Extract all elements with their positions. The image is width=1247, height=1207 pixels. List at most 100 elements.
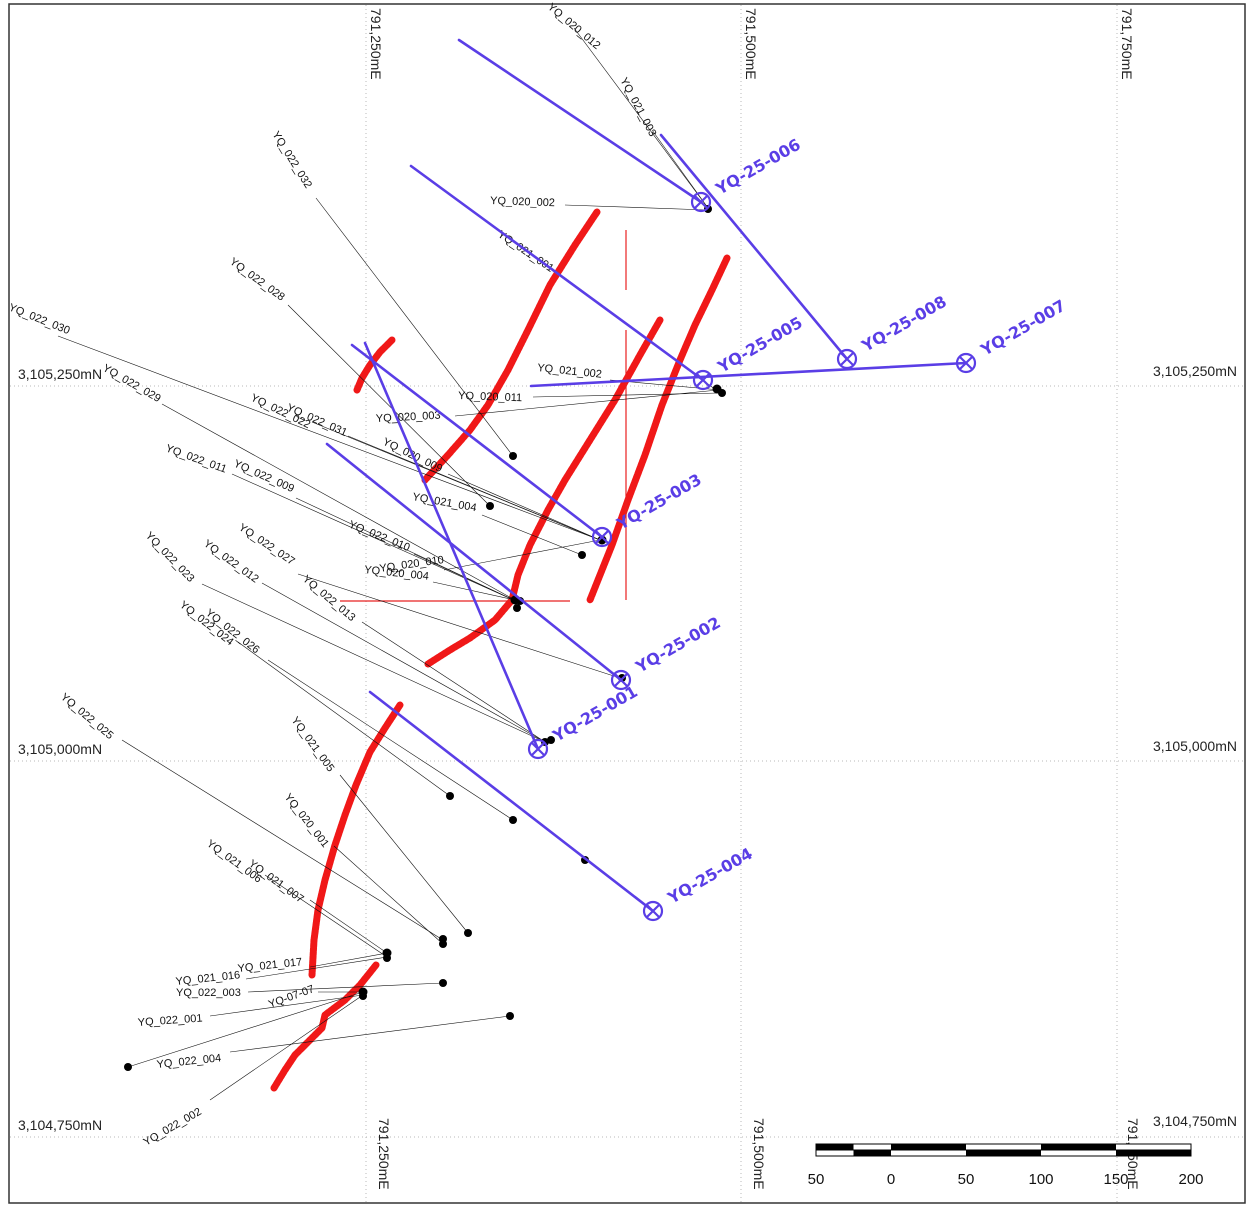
- grid-label-left-n1: 3,105,250mN: [18, 366, 102, 382]
- vein-trace-3: [586, 254, 731, 604]
- planned-trace-yq-25-005: [409, 164, 705, 382]
- scale-seg: [816, 1144, 854, 1150]
- trace-yq-021-003: [651, 129, 709, 209]
- hole-label: YQ_020_003: [376, 410, 441, 425]
- trace-yq-022-002: [209, 994, 364, 1101]
- collar: [446, 792, 454, 800]
- scale-label: 100: [1028, 1171, 1053, 1188]
- collar: [439, 940, 447, 948]
- scale-label: 0: [887, 1171, 895, 1188]
- trace-yq-022-023: [201, 583, 546, 743]
- scale-label: 50: [958, 1171, 975, 1188]
- planned-collar-icon: [527, 738, 549, 760]
- collar: [509, 452, 517, 460]
- trace-yq-022-004: [229, 1015, 511, 1053]
- grid-labels: 791,250mE 791,500mE 791,750mE 791,250mE …: [18, 8, 1237, 1190]
- trace-yq-021-005: [339, 774, 469, 934]
- planned-collar-icon: [690, 191, 712, 213]
- planned-collar-icon: [642, 900, 664, 922]
- trace-yq-020-010: [443, 539, 601, 571]
- grid-label-bottom-e2: 791,500mE: [751, 1118, 767, 1190]
- collar: [359, 992, 367, 1000]
- trace-yq-022-024: [237, 641, 451, 797]
- trace-yq-020-009: [447, 473, 601, 541]
- collar: [383, 954, 391, 962]
- map-frame: [8, 3, 1246, 1204]
- trace-yq-022-012: [261, 582, 546, 743]
- collar: [464, 929, 472, 937]
- planned-trace-yq-25-004: [368, 690, 655, 913]
- grid-label-right-n2: 3,105,000mN: [1153, 738, 1237, 754]
- collar: [718, 389, 726, 397]
- collar: [509, 816, 517, 824]
- collar: [506, 1012, 514, 1020]
- planned-trace-yq-25-002: [325, 442, 623, 682]
- trace-yq-020-004: [432, 581, 516, 601]
- planned-collar-icon: [692, 369, 714, 391]
- scale-seg: [891, 1144, 966, 1150]
- scale-seg: [853, 1150, 891, 1156]
- scale-label: 150: [1103, 1171, 1128, 1188]
- grid-label-left-n2: 3,105,000mN: [18, 741, 102, 757]
- grid-label-top-e2: 791,500mE: [743, 8, 759, 80]
- hole-label: YQ_020_002: [490, 195, 555, 209]
- coordinate-grid: [10, 5, 1244, 1202]
- collar: [439, 979, 447, 987]
- vein-trace-5: [308, 701, 404, 979]
- grid-label-right-n3: 3,104,750mN: [1153, 1113, 1237, 1129]
- scale-seg: [1041, 1144, 1116, 1150]
- trace-yq-022-031: [347, 435, 601, 541]
- grid-label-top-e3: 791,750mE: [1119, 8, 1135, 80]
- trace-yq-022-013: [361, 621, 546, 743]
- trace-yq-022-026: [267, 659, 514, 821]
- trace-yq-020-002: [564, 204, 709, 211]
- planned-hole-markers: [527, 191, 977, 922]
- trace-yq-021-017: [309, 952, 388, 968]
- grid-label-bottom-e1: 791,250mE: [376, 1118, 392, 1190]
- planned-collar-icon: [955, 352, 977, 374]
- vein-trace-1: [421, 208, 601, 484]
- vein-trace-4: [353, 336, 396, 394]
- collar: [578, 551, 586, 559]
- trace-yq-022-003: [247, 982, 444, 993]
- trace-yq-021-004: [481, 514, 583, 556]
- grid-label-top-e1: 791,250mE: [368, 8, 384, 80]
- planned-collar-icon: [591, 526, 613, 548]
- planned-trace-yq-25-008: [659, 133, 849, 361]
- trace-yq-021-016: [245, 956, 388, 980]
- trace-yq-020-011: [532, 392, 721, 398]
- historic-drill-traces: [57, 27, 721, 1101]
- trace-yq-022-001: [209, 994, 364, 1017]
- collar: [486, 502, 494, 510]
- trace-yq-020-003: [454, 389, 719, 417]
- hole-label: YQ_022_003: [176, 987, 241, 999]
- scale-label: 50: [808, 1171, 825, 1188]
- trace-yq-021-006: [264, 874, 388, 958]
- trace-yq-022-025: [121, 739, 444, 941]
- planned-hole-traces: [325, 38, 968, 913]
- scale-bar: 50 0 50 100 150 200: [808, 1143, 1204, 1188]
- collar: [124, 1063, 132, 1071]
- planned-trace-yq-25-003: [350, 343, 604, 539]
- trace-yq-022-011: [231, 473, 519, 603]
- trace-yq-021-007: [309, 899, 388, 954]
- hole-label: YQ_020_011: [458, 390, 522, 404]
- trace-yq-020-001: [333, 845, 444, 945]
- scale-label: 200: [1178, 1171, 1203, 1188]
- grid-label-left-n3: 3,104,750mN: [18, 1117, 102, 1133]
- vein-trace-6: [270, 961, 380, 1092]
- collar: [513, 604, 521, 612]
- hole-label: YQ_022_001: [137, 1012, 203, 1028]
- trace-yq-022-029: [161, 403, 516, 601]
- trace-yq-022-001b: [127, 991, 364, 1068]
- planned-trace-yq-25-001: [363, 341, 540, 751]
- planned-collar-icon: [836, 348, 858, 370]
- trace-yq-022-028: [287, 304, 491, 507]
- trace-yq-022-030: [57, 335, 601, 541]
- planned-trace-yq-25-007: [529, 361, 968, 388]
- collar: [547, 736, 555, 744]
- trace-yq-020-012: [573, 27, 709, 209]
- planned-trace-yq-25-006: [457, 38, 703, 204]
